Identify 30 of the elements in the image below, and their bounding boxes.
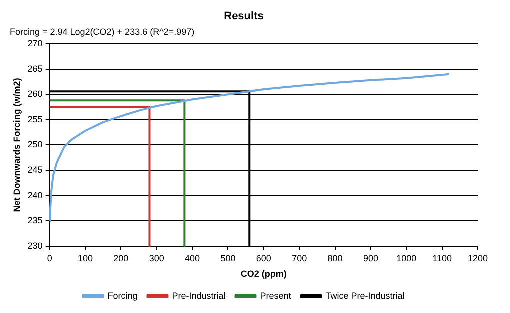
y-tick-label: 245 <box>28 164 43 175</box>
x-tick-label: 900 <box>363 253 378 264</box>
y-tick-label: 255 <box>28 114 43 124</box>
x-tick-label: 600 <box>256 253 272 264</box>
x-tick-label: 500 <box>220 253 236 264</box>
y-tick-label: 235 <box>28 216 43 226</box>
x-tick-label: 400 <box>185 253 200 264</box>
chart-subtitle: Forcing = 2.94 Log2(CO2) + 233.6 (R^2=.997) <box>10 27 195 38</box>
y-tick-label: 270 <box>28 38 43 48</box>
x-tick-label: 1000 <box>396 253 417 264</box>
chart-title: Results <box>224 10 264 23</box>
legend-label: Forcing <box>108 290 138 301</box>
legend-label: Present <box>260 290 292 301</box>
x-tick-label: 0 <box>47 253 52 264</box>
x-tick-label: 100 <box>78 253 94 264</box>
y-tick-label: 250 <box>28 140 43 150</box>
x-tick-label: 300 <box>149 253 164 264</box>
y-tick-label: 260 <box>28 89 43 100</box>
y-axis-title: Net Downwards Forcing (w/m2) <box>12 78 22 212</box>
y-tick-label: 265 <box>28 64 43 74</box>
y-tick-label: 240 <box>28 190 43 200</box>
x-tick-label: 1200 <box>468 253 488 264</box>
x-axis-title: CO2 (ppm) <box>240 269 287 280</box>
x-tick-label: 200 <box>114 253 129 264</box>
legend-label: Pre-Industrial <box>172 290 226 301</box>
legend-label: Twice Pre-Industrial <box>326 290 405 301</box>
y-tick-label: 230 <box>28 240 43 251</box>
x-tick-label: 700 <box>292 253 308 264</box>
x-tick-label: 1100 <box>432 253 452 264</box>
x-tick-label: 800 <box>328 253 343 264</box>
